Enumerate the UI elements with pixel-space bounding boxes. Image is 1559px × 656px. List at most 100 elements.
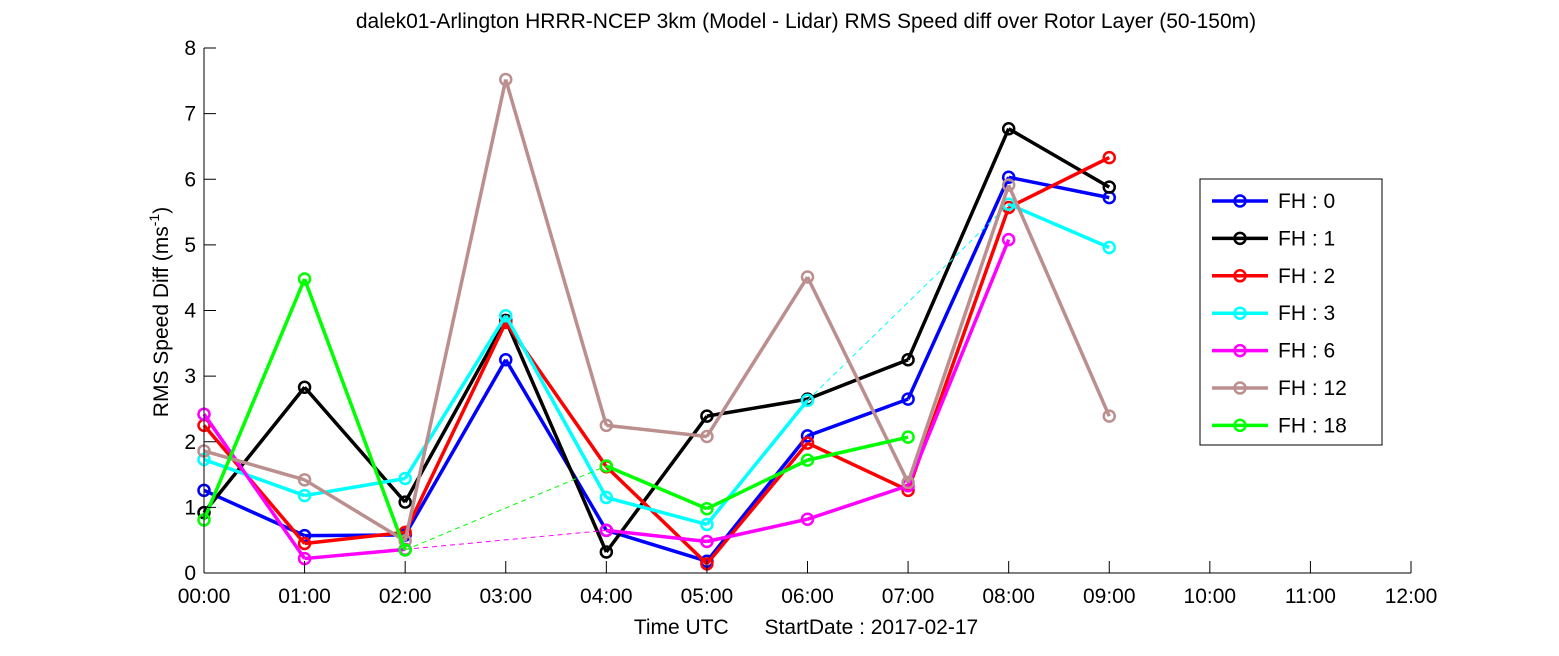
data-point (901, 392, 915, 406)
data-point (297, 536, 312, 551)
data-point (297, 473, 312, 487)
series-6-segment (706, 458, 809, 511)
legend: FH : 0 FH : 1 FH : 2 FH : 3 FH : 6 FH : 12 FH … (1199, 178, 1383, 446)
series-3-segment (705, 399, 809, 526)
data-point (1001, 178, 1016, 192)
data-point (1001, 170, 1016, 185)
series-0-segment (806, 397, 909, 438)
series-6-segment (807, 435, 909, 462)
series-3-segment (403, 314, 508, 480)
data-point (800, 512, 815, 526)
series-6 (197, 272, 915, 557)
series-3-gap-segment (807, 203, 1010, 401)
series-3-segment (203, 457, 306, 498)
x-axis-label: Time UTC StartDate : 2017-02-17 (634, 616, 978, 639)
series-1-segment (706, 397, 808, 418)
legend-swatch-marker (1233, 418, 1247, 433)
series-5-segment (504, 79, 609, 426)
series-2-segment (1007, 156, 1111, 210)
x-tick-label: 07:00 (882, 585, 935, 608)
series-6-segment (302, 278, 407, 551)
y-axis-label: RMS Speed Diff (ms-1) (146, 207, 173, 417)
series-4-segment (202, 413, 307, 560)
series-5-segment (303, 478, 407, 543)
series-0-segment (705, 434, 809, 563)
y-tick-label: 7 (184, 103, 196, 126)
series-4-segment (806, 484, 909, 521)
data-point (398, 471, 412, 486)
series-2-segment (806, 441, 909, 492)
y-tick-label: 1 (184, 496, 196, 519)
x-tick-label: 06:00 (781, 585, 834, 608)
series-3-segment (304, 476, 406, 498)
legend-entry-label: FH : 6 (1278, 340, 1335, 363)
series-3-segment (605, 495, 708, 527)
data-point (700, 429, 714, 444)
series-6-segment (202, 278, 307, 521)
data-point (599, 490, 614, 505)
series-1-segment (1007, 127, 1111, 189)
data-point (297, 488, 312, 503)
data-point (398, 495, 412, 509)
series-5-segment (906, 184, 1011, 483)
data-point (1001, 232, 1016, 247)
series-0-segment (906, 176, 1011, 400)
y-tick-label: 5 (184, 234, 196, 257)
series-0-segment (1008, 175, 1110, 200)
data-point (297, 380, 312, 395)
x-tick-label: 02:00 (379, 585, 432, 608)
series-2-segment (605, 465, 709, 566)
legend-swatch-marker (1233, 269, 1247, 283)
chart-title: dalek01-Arlington HRRR-NCEP 3km (Model -… (356, 10, 1256, 33)
data-point (599, 459, 614, 473)
x-tick-label: 08:00 (982, 585, 1035, 608)
series-4-gap-segment (405, 529, 607, 550)
series-2-segment (304, 530, 406, 546)
series-5-segment (1007, 184, 1111, 417)
data-point (800, 453, 815, 467)
series-1-segment (604, 415, 709, 554)
legend-entry-label: FH : 1 (1278, 227, 1335, 250)
y-tick-label: 4 (184, 300, 196, 323)
series-0-segment (403, 358, 508, 536)
data-point (901, 352, 915, 367)
legend-swatch-marker (1233, 381, 1247, 395)
data-point (700, 534, 714, 549)
x-tick-label: 01:00 (278, 585, 331, 608)
series-4 (197, 232, 1016, 566)
data-point (499, 72, 513, 87)
legend-swatch-marker (1233, 343, 1247, 358)
series-3-segment (1007, 202, 1110, 250)
data-point (800, 436, 815, 450)
x-tick-label: 10:00 (1184, 585, 1237, 608)
y-tick-label: 3 (184, 365, 196, 388)
legend-entry-label: FH : 12 (1278, 377, 1347, 400)
series-5-segment (805, 276, 910, 484)
data-point (1102, 240, 1116, 255)
data-point (599, 545, 614, 559)
data-point (599, 418, 614, 433)
series-1-segment (504, 319, 608, 553)
legend-swatch-marker (1233, 306, 1247, 320)
data-point (800, 393, 815, 408)
x-tick-label: 11:00 (1285, 585, 1336, 608)
series-0-segment (203, 488, 306, 538)
series-5-segment (606, 423, 708, 439)
x-axis-label-time: Time UTC (634, 616, 729, 639)
y-tick-label: 6 (184, 168, 196, 191)
data-point (599, 523, 614, 538)
y-axis-label-close: ) (150, 207, 173, 214)
data-point (700, 501, 714, 516)
x-tick-label: 09:00 (1083, 585, 1136, 608)
legend-entry-label: FH : 3 (1278, 302, 1335, 325)
series-2-segment (705, 441, 809, 565)
data-point (499, 309, 513, 323)
series-6-gap-segment (404, 465, 607, 551)
y-tick-label: 0 (184, 562, 196, 585)
axes-layer: 0 1 2 3 4 5 6 7 8 00:00 01:00 02:00 03:00 04:00 05:00 0… (178, 37, 1438, 608)
data-point (700, 517, 714, 532)
series-4-segment (304, 547, 406, 561)
series-0-segment (605, 528, 708, 563)
x-axis-label-startdate: StartDate : 2017-02-17 (765, 616, 979, 639)
